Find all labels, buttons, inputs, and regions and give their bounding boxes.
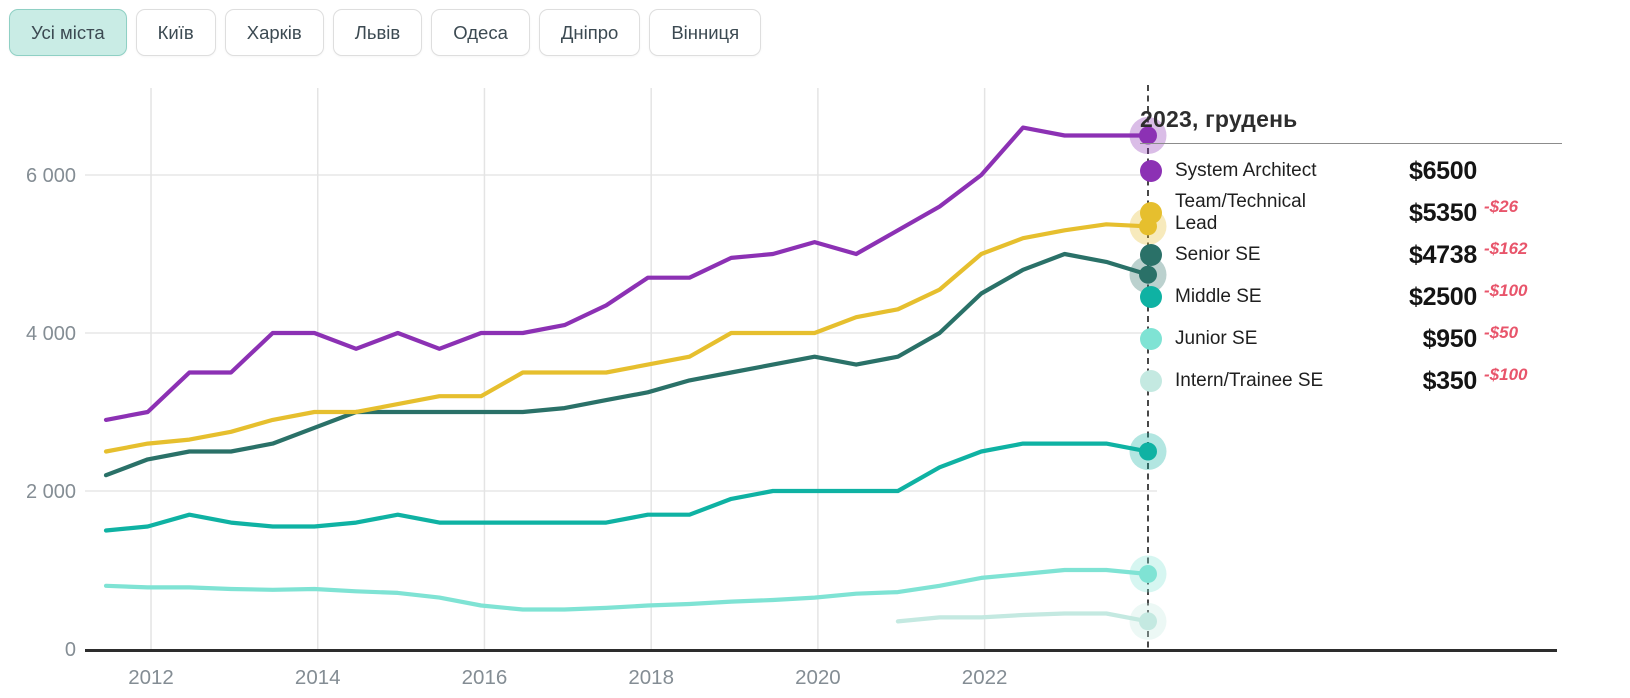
- series-dot-intern-se: [1140, 370, 1162, 392]
- series-label: Team/Technical Lead: [1175, 191, 1306, 234]
- tab-odesa[interactable]: Одеса: [431, 9, 530, 56]
- series-value: $6500: [1408, 156, 1477, 185]
- tab-kharkiv[interactable]: Харків: [224, 9, 324, 56]
- series-delta: -$26: [1484, 197, 1519, 216]
- tab-kyiv[interactable]: Київ: [135, 9, 216, 56]
- svg-text:2014: 2014: [295, 666, 341, 689]
- series-label: Middle SE: [1175, 286, 1262, 307]
- series-value: $950: [1422, 324, 1478, 353]
- series-value: $4738: [1408, 240, 1477, 269]
- legend-row: Senior SE $4738 -$162: [1140, 234, 1562, 276]
- svg-text:2 000: 2 000: [26, 481, 76, 503]
- series-delta: -$100: [1484, 281, 1528, 300]
- series-value: $5350: [1408, 198, 1477, 227]
- series-value: $350: [1422, 366, 1478, 395]
- series-dot-team-lead: [1140, 202, 1162, 224]
- series-label: Intern/Trainee SE: [1175, 370, 1324, 391]
- svg-text:4 000: 4 000: [26, 323, 76, 345]
- legend-row: Team/Technical Lead $5350 -$26: [1140, 191, 1562, 234]
- legend-row: Middle SE $2500 -$100: [1140, 276, 1562, 318]
- tab-all-cities[interactable]: Усі міста: [9, 9, 127, 56]
- series-label: System Architect: [1175, 160, 1317, 181]
- series-delta: -$162: [1484, 239, 1528, 258]
- series-delta: -$100: [1484, 365, 1528, 384]
- series-label: Senior SE: [1175, 244, 1261, 265]
- svg-text:2016: 2016: [462, 666, 508, 689]
- series-value: $2500: [1408, 282, 1477, 311]
- series-dot-system-architect: [1140, 160, 1162, 182]
- legend-row: Intern/Trainee SE $350 -$100: [1140, 360, 1562, 402]
- series-label: Junior SE: [1175, 328, 1258, 349]
- svg-text:2012: 2012: [128, 666, 174, 689]
- series-delta: -$50: [1484, 323, 1519, 342]
- svg-text:6 000: 6 000: [26, 165, 76, 187]
- legend-row: Junior SE $950 -$50: [1140, 318, 1562, 360]
- svg-text:0: 0: [65, 639, 76, 661]
- series-dot-senior-se: [1140, 244, 1162, 266]
- series-dot-junior-se: [1140, 328, 1162, 350]
- legend-row: System Architect $6500: [1140, 150, 1562, 192]
- tab-lviv[interactable]: Львів: [332, 9, 423, 56]
- svg-text:2018: 2018: [628, 666, 674, 689]
- svg-text:2022: 2022: [962, 666, 1008, 689]
- legend-title: 2023, грудень: [1140, 106, 1298, 132]
- svg-text:2020: 2020: [795, 666, 841, 689]
- city-tabbar: Усі міста Київ Харків Львів Одеса Дніпро…: [9, 9, 762, 56]
- tab-vinnytsia[interactable]: Вінниця: [649, 9, 762, 56]
- legend-divider: [1140, 143, 1562, 144]
- series-dot-middle-se: [1140, 286, 1162, 308]
- chart-legend: 2023, грудень System Architect $6500 Tea…: [1140, 106, 1562, 402]
- tab-dnipro[interactable]: Дніпро: [538, 9, 641, 56]
